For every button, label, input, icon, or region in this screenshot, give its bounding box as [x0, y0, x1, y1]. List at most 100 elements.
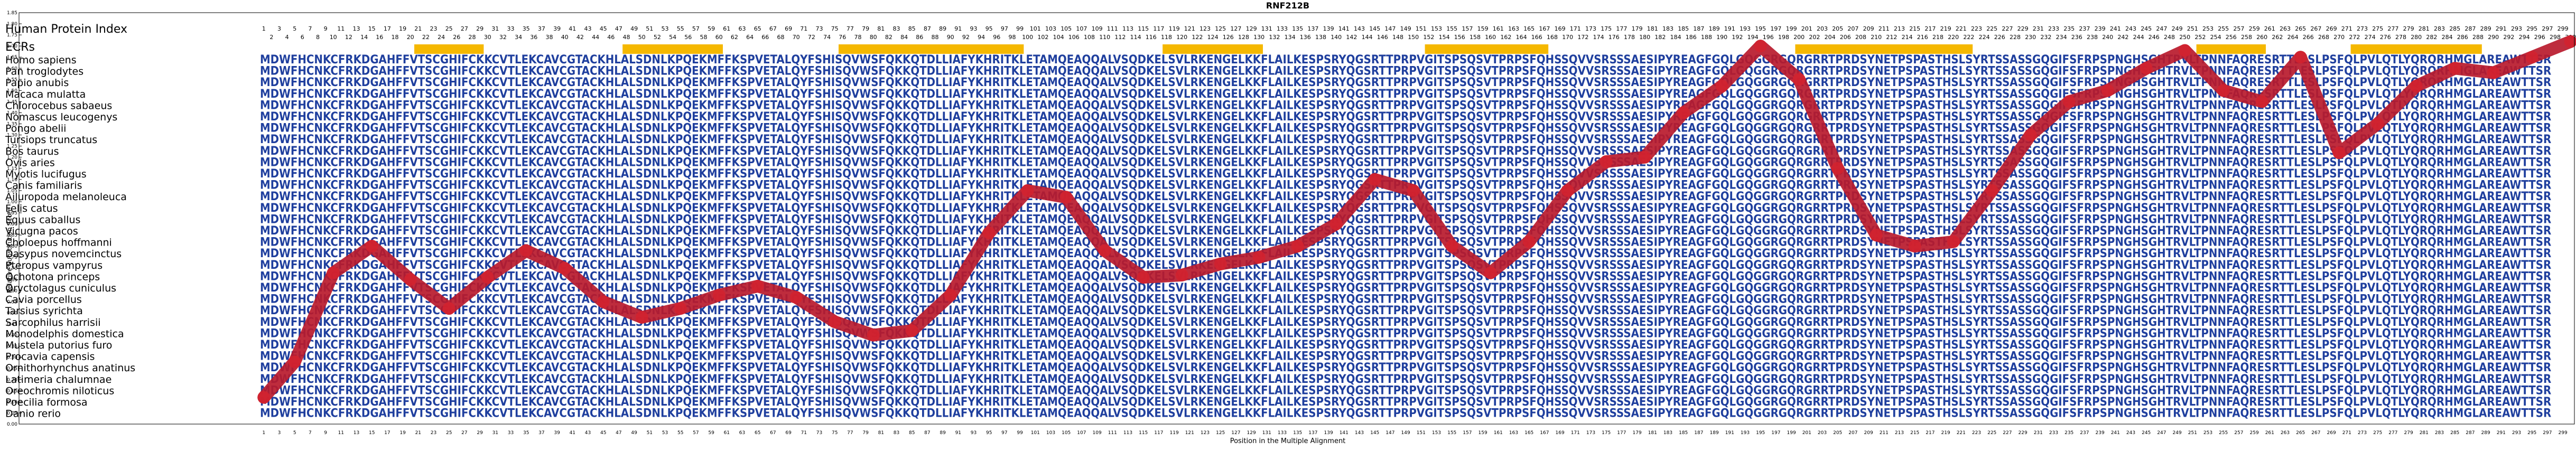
data-point: [1098, 244, 1111, 257]
index-number: 36: [530, 34, 537, 41]
index-number: 106: [1068, 34, 1080, 41]
index-number: 235: [2063, 25, 2075, 32]
index-number: 57: [692, 25, 700, 32]
y-tick-label: 1.20: [7, 155, 17, 161]
index-number: 42: [576, 34, 584, 41]
x-tick-label: 213: [1895, 430, 1904, 436]
index-number: 219: [1940, 25, 1951, 32]
x-tick-label: 279: [2404, 430, 2413, 436]
x-tick-label: 107: [1077, 430, 1086, 436]
index-number: 115: [1138, 25, 1149, 32]
index-number: 226: [1994, 34, 2005, 41]
index-number: 273: [2357, 25, 2368, 32]
index-number: 227: [2002, 25, 2013, 32]
x-tick-label: 169: [1556, 430, 1565, 436]
x-tick-label: 185: [1679, 430, 1688, 436]
x-tick-label: 101: [1031, 430, 1040, 436]
x-tick-label: 3: [278, 430, 281, 436]
alignment-row: MDWFHCNKCFRKDGAHFFVTSCGHIFCKKCVTLEKCAVCG…: [260, 88, 2551, 101]
x-tick-label: 261: [2265, 430, 2274, 436]
index-number: 23: [430, 25, 438, 32]
index-number: 189: [1709, 25, 1720, 32]
y-tick-label: 1.15: [7, 166, 17, 172]
data-point: [905, 324, 918, 337]
species-name: Pteropus vampyrus: [5, 260, 103, 271]
y-tick-label: 1.65: [7, 55, 17, 60]
index-number: 75: [831, 25, 839, 32]
data-point: [2294, 51, 2307, 64]
index-number: 4: [285, 34, 289, 41]
index-number: 164: [1516, 34, 1527, 41]
index-number: 45: [600, 25, 607, 32]
protein-index-numbers: 1234567891011121314151617181920212223242…: [262, 25, 2576, 41]
y-tick-label: 1.85: [7, 11, 17, 16]
index-number: 264: [2287, 34, 2299, 41]
index-number: 217: [1924, 25, 1936, 32]
index-number: 159: [1477, 25, 1489, 32]
index-number: 296: [2534, 34, 2545, 41]
y-tick-label: 1.40: [7, 110, 17, 116]
data-point: [2410, 79, 2423, 92]
x-tick-label: 147: [1385, 430, 1394, 436]
data-point: [2024, 128, 2037, 142]
x-tick-label: 127: [1231, 430, 1240, 436]
alignment-row: MDWFHCNKCFRKDGAHFFVTSCGHIFCKKCVTLEKCAVCG…: [260, 339, 2551, 352]
index-number: 266: [2303, 34, 2314, 41]
species-name: Procavia capensis: [5, 351, 95, 363]
index-number: 120: [1176, 34, 1187, 41]
x-axis-label: Position in the Multiple Alignment: [1230, 437, 1346, 445]
y-tick-label: 1.00: [7, 200, 17, 205]
index-number: 141: [1338, 25, 1350, 32]
data-point: [2255, 95, 2268, 108]
data-point: [404, 273, 417, 286]
index-number: 191: [1724, 25, 1735, 32]
x-tick-label: 97: [1001, 430, 1007, 436]
x-tick-label: 33: [508, 430, 514, 436]
x-tick-label: 137: [1308, 430, 1317, 436]
x-tick-label: 167: [1540, 430, 1549, 436]
index-number: 206: [1840, 34, 1851, 41]
index-number: 176: [1608, 34, 1620, 41]
index-number: 80: [870, 34, 877, 41]
species-name: Felis catus: [5, 203, 58, 214]
y-tick-label: 0.65: [7, 277, 17, 283]
y-tick-label: 0.10: [7, 400, 17, 405]
index-number: 254: [2210, 34, 2221, 41]
data-point: [1329, 218, 1343, 231]
index-number: 119: [1169, 25, 1180, 32]
alignment-row: MDWFHCNKCFRKDGAHFFVTSCGHIFCKKCVTLEKCAVCG…: [260, 156, 2551, 169]
data-point: [982, 226, 996, 239]
index-number: 222: [1963, 34, 1974, 41]
index-number: 28: [469, 34, 476, 41]
index-number: 195: [1755, 25, 1766, 32]
index-number: 54: [669, 34, 676, 41]
index-number: 294: [2519, 34, 2530, 41]
y-tick-label: 0.15: [7, 389, 17, 394]
index-number: 122: [1192, 34, 1203, 41]
x-tick-label: 85: [909, 430, 915, 436]
x-tick-label: 79: [862, 430, 869, 436]
index-number: 123: [1199, 25, 1211, 32]
x-tick-label: 49: [631, 430, 637, 436]
index-number: 134: [1285, 34, 1296, 41]
data-point: [1291, 240, 1304, 253]
data-point: [789, 290, 803, 304]
y-tick-label: 0.00: [7, 422, 17, 427]
x-tick-label: 183: [1663, 430, 1672, 436]
x-tick-label: 25: [446, 430, 452, 436]
x-tick-label: 67: [770, 430, 776, 436]
data-point: [442, 302, 455, 315]
index-number: 175: [1601, 25, 1612, 32]
species-name: Monodelphis domestica: [5, 328, 124, 340]
index-number: 18: [392, 34, 399, 41]
index-number: 130: [1253, 34, 1264, 41]
x-tick-label: 135: [1293, 430, 1302, 436]
index-number: 208: [1855, 34, 1866, 41]
x-tick-label: 175: [1602, 430, 1611, 436]
index-number: 103: [1045, 25, 1056, 32]
index-number: 288: [2472, 34, 2484, 41]
index-number: 24: [438, 34, 445, 41]
x-tick-label: 7: [309, 430, 312, 436]
index-number: 162: [1500, 34, 1511, 41]
index-number: 240: [2102, 34, 2113, 41]
